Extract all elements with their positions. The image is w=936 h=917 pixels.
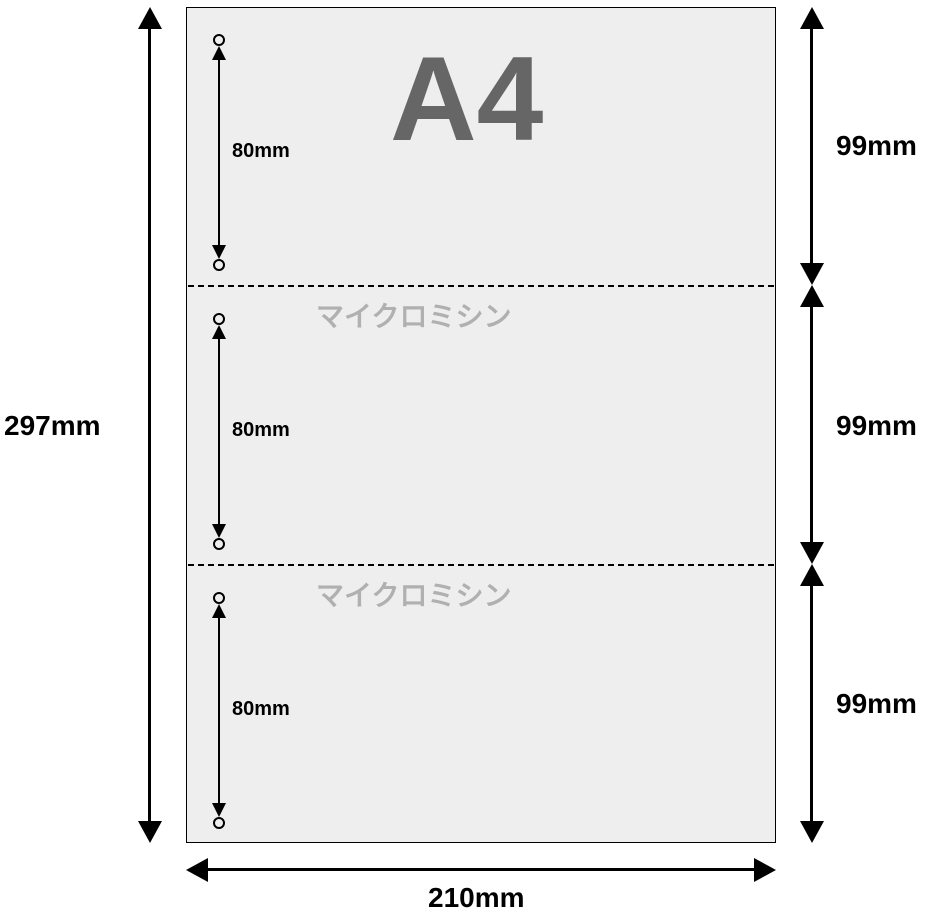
hole-3-top	[213, 592, 225, 604]
hole-3-bot	[213, 817, 225, 829]
right-dim-3-label: 99mm	[836, 688, 917, 720]
left-dim-shaft	[148, 29, 151, 821]
bottom-dim-arrow-r	[754, 858, 776, 882]
right-dim-2-label: 99mm	[836, 410, 917, 442]
inner-arrow-1-bot	[212, 245, 226, 259]
left-dim-arrow-top	[138, 7, 162, 29]
bottom-dim-arrow-l	[186, 858, 208, 882]
perforation-label-1: マイクロミシン	[316, 295, 511, 335]
inner-arrow-1-top	[212, 46, 226, 60]
right-dim-2-bot	[800, 542, 824, 564]
left-dim-label: 297mm	[4, 410, 101, 442]
right-dim-1-shaft	[810, 29, 813, 263]
inner-arrow-2-bot	[212, 524, 226, 538]
hole-2-top	[213, 313, 225, 325]
inner-arrow-3-bot	[212, 803, 226, 817]
right-dim-1-label: 99mm	[836, 130, 917, 162]
bottom-dim-label: 210mm	[428, 882, 525, 914]
perforation-label-2: マイクロミシン	[316, 574, 511, 614]
inner-dim-1: 80mm	[232, 140, 290, 163]
inner-dim-3: 80mm	[232, 698, 290, 721]
hole-1-top	[213, 34, 225, 46]
right-dim-3-bot	[800, 821, 824, 843]
bottom-dim-shaft	[208, 868, 754, 871]
right-dim-1-top	[800, 7, 824, 29]
right-dim-3-top	[800, 564, 824, 586]
right-dim-1-bot	[800, 263, 824, 285]
inner-arrow-3-shaft	[218, 618, 220, 803]
inner-arrow-2-shaft	[218, 339, 220, 524]
left-dim-arrow-bot	[138, 821, 162, 843]
right-dim-2-shaft	[810, 307, 813, 542]
right-dim-2-top	[800, 285, 824, 307]
perforation-line-1	[188, 285, 774, 287]
inner-arrow-3-top	[212, 604, 226, 618]
inner-arrow-2-top	[212, 325, 226, 339]
inner-arrow-1-shaft	[218, 60, 220, 245]
inner-dim-2: 80mm	[232, 419, 290, 442]
right-dim-3-shaft	[810, 586, 813, 821]
diagram-canvas: A4 マイクロミシン マイクロミシン 80mm 80mm 80mm 297mm …	[0, 0, 936, 917]
hole-1-bot	[213, 259, 225, 271]
perforation-line-2	[188, 564, 774, 566]
hole-2-bot	[213, 538, 225, 550]
page-title: A4	[390, 30, 543, 168]
